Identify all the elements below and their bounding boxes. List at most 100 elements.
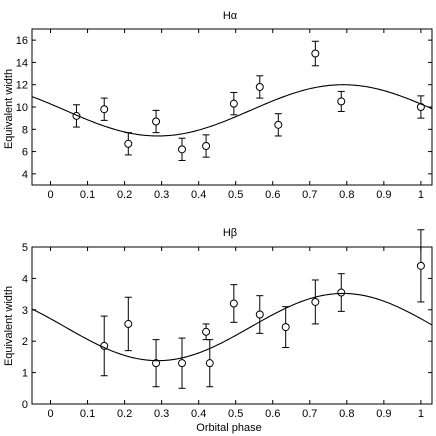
h-alpha-data-point	[178, 137, 186, 161]
h-beta-xtick-label: 0.3	[154, 408, 169, 420]
h-beta-points	[100, 229, 425, 389]
h-alpha-point-marker	[100, 105, 109, 114]
h-beta-data-point	[100, 315, 109, 377]
h-alpha-xtick-label: 0.3	[154, 189, 169, 201]
h-alpha-xtick-label: 0.5	[228, 189, 243, 201]
h-beta-xtick-label: 0.8	[339, 408, 354, 420]
h-beta-point-marker	[124, 319, 133, 328]
h-beta-data-point	[337, 273, 346, 312]
h-alpha-point-marker	[337, 97, 346, 106]
h-alpha-data-point	[416, 95, 425, 119]
h-alpha-point-marker	[178, 145, 186, 154]
h-beta-data-point	[152, 339, 161, 388]
h-alpha-fit	[31, 84, 433, 137]
h-alpha-xtick-label: 0	[47, 189, 53, 201]
h-alpha-ylabel: Equivalent width	[3, 69, 15, 149]
h-alpha-xtick-label: 0.6	[265, 189, 280, 201]
h-beta-xtick-label: 0.4	[191, 408, 206, 420]
h-alpha-title: Hα	[223, 10, 238, 22]
h-alpha-ytick-label: 4	[22, 169, 28, 181]
h-beta-xtick-label: 0.9	[376, 408, 391, 420]
h-alpha-data-point	[72, 104, 81, 128]
h-alpha-point-marker	[229, 99, 238, 108]
h-alpha-point-marker	[255, 82, 264, 91]
h-beta-data-point	[416, 229, 425, 303]
h-alpha-ytick-label: 16	[16, 35, 28, 47]
h-alpha-plot-frame	[31, 28, 433, 186]
h-alpha-point-marker	[416, 103, 425, 111]
h-alpha-ytick-label: 8	[22, 124, 28, 136]
h-beta-point-marker	[100, 341, 109, 350]
h-beta-data-point	[202, 323, 211, 341]
h-beta-xtick-label: 0.6	[265, 408, 280, 420]
h-beta-point-marker	[152, 359, 161, 368]
h-beta-xtick-label: 0.7	[302, 408, 317, 420]
h-beta-point-marker	[202, 327, 211, 336]
h-beta-point-marker	[205, 359, 214, 368]
h-beta-ytick-label: 1	[22, 368, 28, 380]
h-alpha-xtick-label: 1	[418, 189, 424, 201]
h-alpha-fit-curve	[31, 84, 433, 137]
h-alpha-xtick-label: 0.7	[302, 189, 317, 201]
h-beta-ytick-label: 5	[22, 242, 28, 254]
h-alpha-ytick-label: 6	[22, 147, 28, 159]
h-beta-fit-curve	[31, 292, 433, 362]
h-beta-data-point	[205, 339, 214, 388]
h-beta-data-point	[311, 279, 320, 325]
h-alpha-data-point	[255, 75, 264, 99]
h-alpha-ytick-label: 10	[16, 102, 28, 114]
h-alpha-ytick-label: 12	[16, 80, 28, 92]
h-alpha-data-point	[337, 90, 346, 112]
h-beta-point-marker	[229, 299, 238, 308]
h-alpha-data-point	[311, 40, 320, 67]
h-alpha-point-marker	[152, 117, 161, 126]
h-alpha-data-point	[124, 132, 133, 156]
h-beta-data-point	[281, 306, 290, 348]
h-beta-panel: Hβ Equivalent width Orbital phase 0 0.1 0.…	[3, 227, 433, 434]
h-alpha-xtick-label: 0.2	[117, 189, 132, 201]
h-beta-xtick-label: 1	[418, 408, 424, 420]
h-alpha-data-point	[229, 92, 238, 116]
h-beta-data-point	[178, 337, 186, 389]
h-alpha-point-marker	[274, 120, 283, 129]
h-beta-title: Hβ	[223, 227, 237, 239]
h-beta-ticks: 0 0.1 0.2 0.3 0.4 0.5 0.6 0.7 0.8 0.9 1 0 1 2 3 4 5	[22, 242, 432, 420]
h-alpha-point-marker	[72, 111, 81, 120]
h-beta-ytick-label: 3	[22, 305, 28, 317]
h-alpha-xtick-label: 0.4	[191, 189, 206, 201]
h-alpha-data-point	[274, 113, 283, 137]
h-beta-xtick-label: 0.1	[80, 408, 95, 420]
h-alpha-xtick-label: 0.9	[376, 189, 391, 201]
h-beta-point-marker	[337, 288, 346, 297]
h-beta-data-point	[255, 295, 264, 334]
h-beta-point-marker	[255, 310, 264, 319]
h-beta-ylabel: Equivalent width	[3, 286, 15, 366]
h-beta-point-marker	[281, 323, 290, 332]
h-alpha-point-marker	[124, 139, 133, 148]
h-alpha-points	[72, 40, 425, 161]
h-alpha-data-point	[202, 134, 211, 158]
h-beta-xlabel: Orbital phase	[196, 422, 261, 434]
h-beta-xtick-label: 0.5	[228, 408, 243, 420]
h-alpha-data-point	[100, 97, 109, 121]
h-alpha-xtick-label: 0.1	[80, 189, 95, 201]
h-alpha-panel: Hα Equivalent width 0 0.1 0.2 0.3 0.4 0.5 0.6 0…	[3, 10, 433, 201]
h-alpha-xtick-label: 0.8	[339, 189, 354, 201]
h-beta-xtick-label: 0	[47, 408, 53, 420]
h-beta-point-marker	[416, 261, 425, 270]
h-beta-plot-frame	[31, 246, 433, 405]
h-beta-ytick-label: 0	[22, 399, 28, 411]
h-beta-ytick-label: 2	[22, 336, 28, 348]
h-beta-point-marker	[178, 359, 186, 368]
h-alpha-data-point	[152, 109, 161, 134]
h-beta-xtick-label: 0.2	[117, 408, 132, 420]
h-beta-data-point	[229, 284, 238, 323]
h-alpha-point-marker	[202, 142, 211, 150]
h-beta-data-point	[124, 296, 133, 352]
h-beta-fit	[31, 292, 433, 362]
h-beta-point-marker	[311, 297, 320, 306]
h-beta-ytick-label: 4	[22, 273, 28, 285]
h-alpha-ytick-label: 14	[16, 57, 28, 69]
